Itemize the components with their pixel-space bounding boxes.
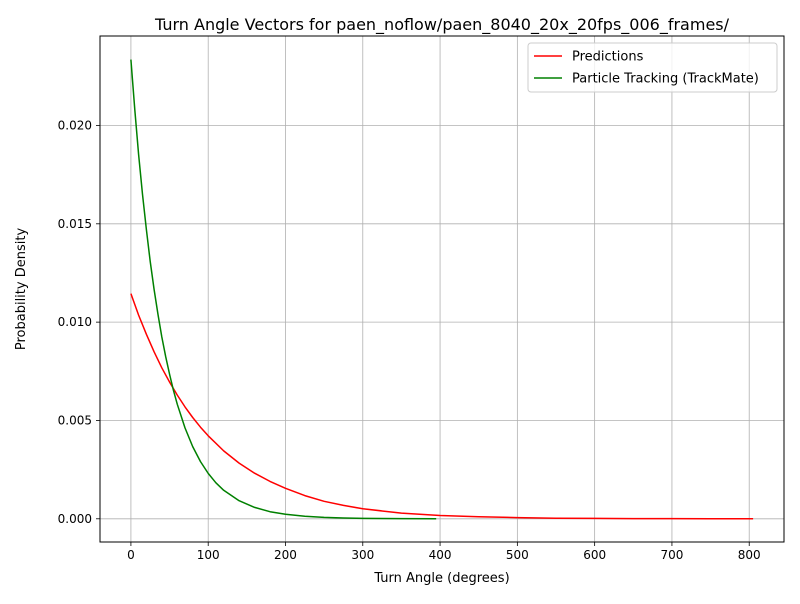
y-tick-label: 0.000 [58, 512, 92, 526]
series-line-predictions [130, 293, 754, 520]
x-tick-label: 300 [351, 548, 374, 562]
x-tick-label: 400 [429, 548, 452, 562]
y-tick-label: 0.015 [58, 217, 92, 231]
plot-frame [99, 35, 785, 543]
legend: Predictions Particle Tracking (TrackMate… [527, 42, 778, 93]
x-tick-label: 0 [127, 548, 135, 562]
x-axis-label: Turn Angle (degrees) [373, 571, 509, 586]
x-tick-label: 800 [738, 548, 761, 562]
y-tick-label: 0.020 [58, 118, 92, 132]
y-tick-label: 0.010 [58, 315, 92, 329]
y-tick-label: 0.005 [58, 413, 92, 427]
x-tick-label: 500 [506, 548, 529, 562]
x-tick-label: 100 [197, 548, 220, 562]
legend-label-predictions: Predictions [572, 50, 644, 65]
chart-title: Turn Angle Vectors for paen_noflow/paen_… [154, 15, 730, 35]
x-tick-label: 700 [660, 548, 683, 562]
series-line-particle-tracking [130, 59, 437, 520]
y-axis-label: Probability Density [14, 228, 29, 351]
series-lines [130, 59, 754, 520]
x-tick-label: 200 [274, 548, 297, 562]
y-axis-ticks: 0.000 0.005 0.010 0.015 0.020 [58, 118, 100, 526]
legend-label-particle-tracking: Particle Tracking (TrackMate) [572, 72, 759, 87]
x-tick-label: 600 [583, 548, 606, 562]
x-axis-ticks: 0 100 200 300 400 500 600 700 800 [127, 542, 761, 562]
legend-box [527, 42, 778, 93]
